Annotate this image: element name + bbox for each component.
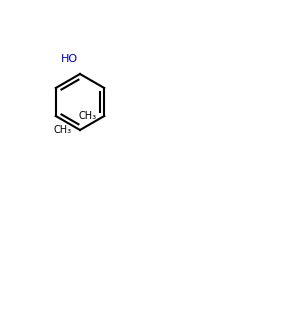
Text: CH₃: CH₃	[54, 125, 72, 135]
Text: CH₃: CH₃	[78, 111, 96, 121]
Text: HO: HO	[61, 54, 78, 64]
